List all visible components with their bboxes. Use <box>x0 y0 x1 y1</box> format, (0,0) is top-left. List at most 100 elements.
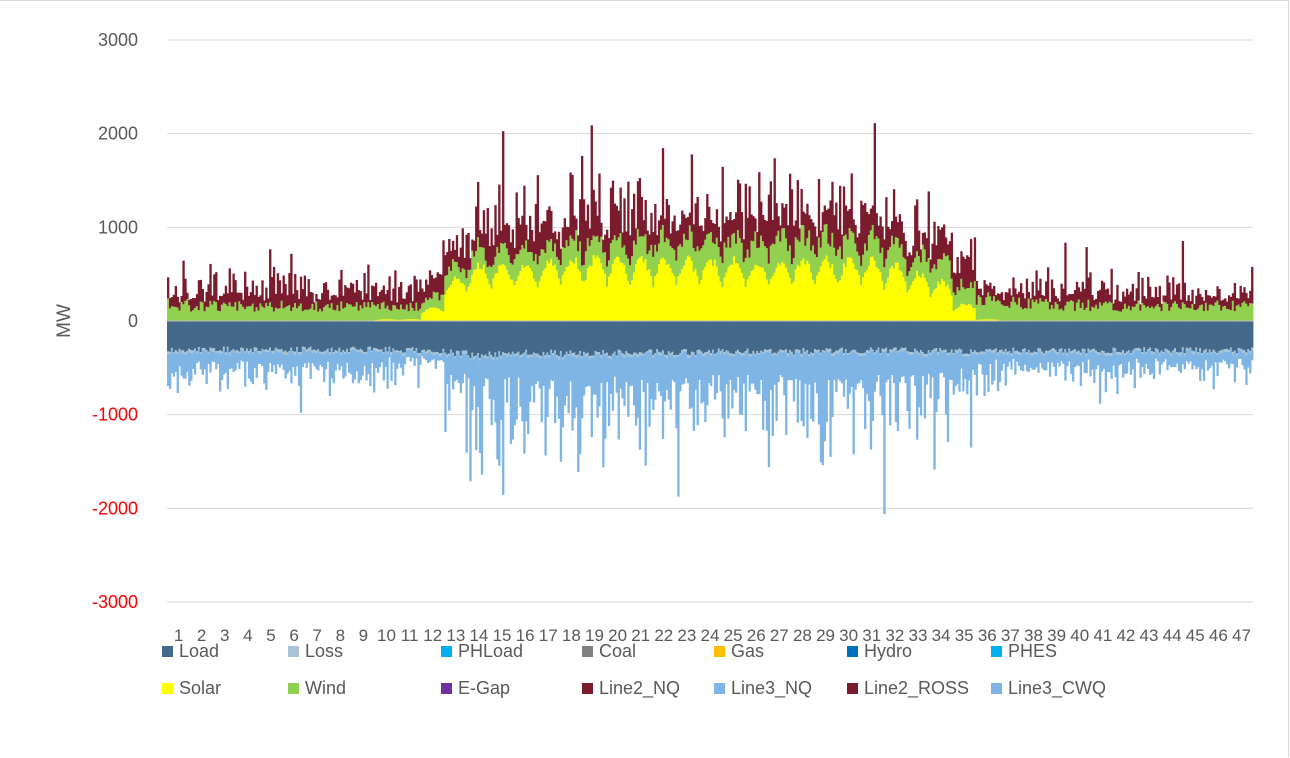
bar-solar <box>656 273 659 321</box>
bar-line3 <box>837 353 840 380</box>
bar-wind <box>1098 302 1102 321</box>
bar-loss <box>1002 351 1006 355</box>
bar-line3 <box>398 352 401 364</box>
bar-solar <box>490 288 493 321</box>
bar-wind <box>677 246 680 277</box>
y-tick-label: 2000 <box>98 124 138 144</box>
bar-load <box>935 321 938 349</box>
bar-load <box>446 321 449 355</box>
bar-line3 <box>658 355 661 392</box>
x-tick-label: 45 <box>1186 626 1205 645</box>
bar-line3 <box>996 355 1000 392</box>
bar-loss <box>956 350 959 353</box>
bar-load <box>188 321 191 349</box>
bar-wind <box>313 310 316 321</box>
bar-wind <box>607 260 611 277</box>
bar-wind <box>827 243 830 262</box>
bar-loss <box>991 350 994 353</box>
bar-loss <box>1012 347 1015 351</box>
bar-wind <box>1035 299 1038 321</box>
bar-loss <box>994 348 998 351</box>
bar-loss <box>592 355 595 358</box>
bar-load <box>719 321 722 352</box>
bar-solar <box>594 258 597 321</box>
bar-solar <box>654 276 657 321</box>
bar-loss <box>409 348 412 350</box>
bar-line2 <box>704 218 707 240</box>
bar-loss <box>621 353 624 357</box>
bar-load <box>430 321 434 352</box>
bar-load <box>413 321 416 352</box>
bar-loss <box>773 352 776 355</box>
y-tick-label: -2000 <box>92 498 138 518</box>
bar-line3 <box>875 352 878 382</box>
bar-line3 <box>317 351 320 371</box>
bar-line2 <box>835 202 838 256</box>
bar-line3 <box>1143 349 1146 374</box>
bar-wind <box>240 304 243 321</box>
bar-wind <box>979 297 982 320</box>
bar-load <box>365 321 368 352</box>
bar-load <box>684 321 688 350</box>
bar-loss <box>565 351 568 354</box>
bar-load <box>494 321 497 353</box>
bar-load <box>346 321 349 349</box>
bar-line2 <box>444 255 447 276</box>
bar-loss <box>170 347 174 351</box>
bar-load <box>738 321 742 353</box>
bar-line2 <box>1177 283 1181 308</box>
bar-loss <box>536 353 540 357</box>
bar-loss <box>1054 349 1057 353</box>
bar-load <box>461 321 464 351</box>
bar-wind <box>361 308 364 321</box>
bar-line2 <box>985 284 988 298</box>
legend-label: E-Gap <box>458 677 511 698</box>
bar-line2 <box>692 224 695 249</box>
bar-line3 <box>977 354 980 364</box>
bar-wind <box>765 248 769 280</box>
bar-loss <box>738 352 742 355</box>
bar-solar <box>925 281 928 321</box>
bar-line2 <box>584 220 588 252</box>
bar-loss <box>950 349 954 353</box>
bar-load <box>638 321 642 353</box>
bar-loss <box>658 351 661 356</box>
bar-line3 <box>448 355 451 411</box>
bar-load <box>1137 321 1140 348</box>
bar-wind <box>180 302 183 321</box>
bar-loss <box>604 353 607 356</box>
bar-wind <box>563 248 566 272</box>
bar-load <box>269 321 272 348</box>
bar-line2 <box>935 245 938 270</box>
bar-solar <box>829 268 832 321</box>
bar-loss <box>365 351 368 355</box>
bar-loss <box>669 353 672 356</box>
bar-wind <box>602 252 605 270</box>
bar-line2 <box>180 296 183 303</box>
bar-line3 <box>253 350 256 369</box>
bar-line3 <box>619 352 622 389</box>
bar-line2 <box>760 201 763 236</box>
bar-line2 <box>1020 283 1023 308</box>
bar-solar <box>480 269 484 321</box>
bar-wind <box>939 259 942 285</box>
bar-line2 <box>236 292 239 311</box>
bar-loss <box>632 352 636 356</box>
bar-loss <box>648 349 651 353</box>
bar-line2 <box>477 181 480 238</box>
bar-loss <box>1023 348 1027 351</box>
bar-loss <box>290 347 293 351</box>
bar-loss <box>829 348 832 352</box>
bar-line2 <box>1187 295 1190 308</box>
bar-load <box>1052 321 1056 349</box>
bar-line3 <box>170 350 174 374</box>
bar-loss <box>1033 351 1036 354</box>
bar-solar <box>448 287 451 321</box>
bar-loss <box>684 349 688 352</box>
bar-loss <box>586 352 590 356</box>
bar-wind <box>819 247 823 267</box>
bar-line3 <box>773 354 776 385</box>
bar-line2 <box>650 212 653 245</box>
bar-line3 <box>371 352 374 364</box>
bar-line3 <box>1079 355 1083 387</box>
